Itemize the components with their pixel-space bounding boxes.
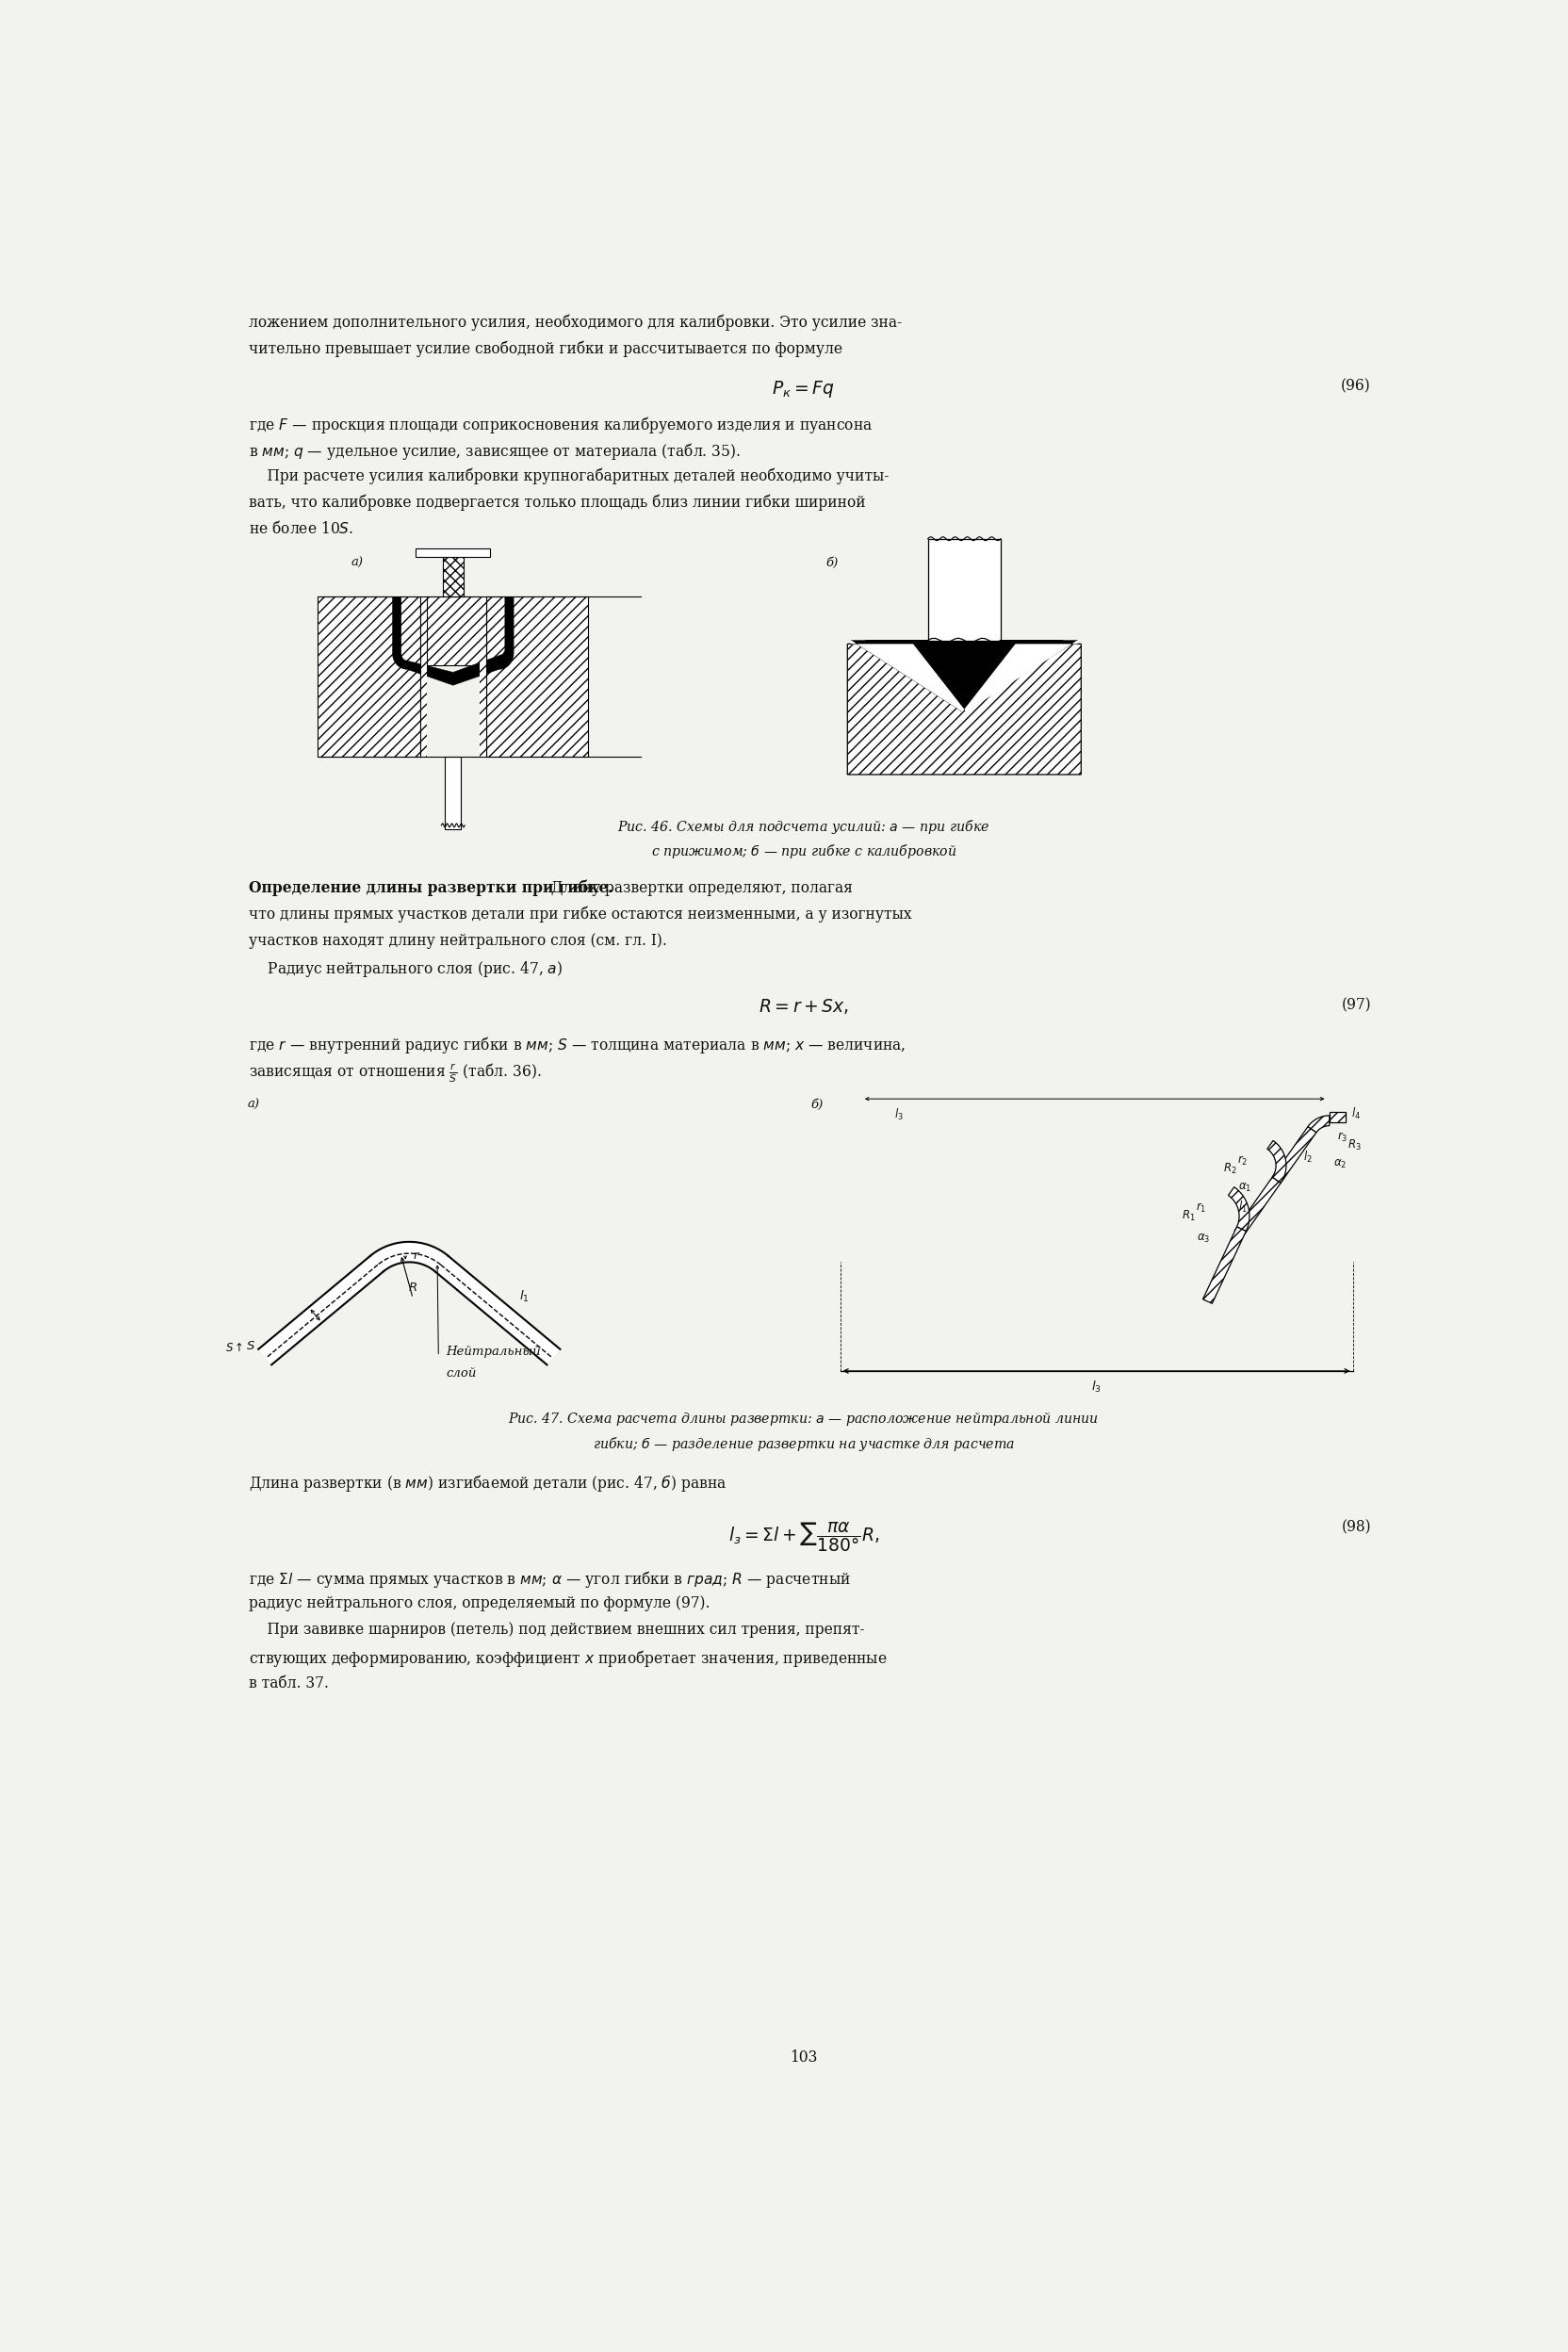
Polygon shape <box>851 640 1077 713</box>
Polygon shape <box>1330 1112 1345 1122</box>
Bar <box>445 757 461 828</box>
Text: $\alpha_3$: $\alpha_3$ <box>1196 1232 1210 1244</box>
Bar <box>318 597 420 757</box>
Text: ствующих деформированию, коэффициент $x$ приобретает значения, приведенные: ствующих деформированию, коэффициент $x$… <box>249 1649 887 1670</box>
Polygon shape <box>370 1242 448 1272</box>
Text: в табл. 37.: в табл. 37. <box>249 1675 329 1691</box>
Text: При расчете усилия калибровки крупногабаритных деталей необходимо учиты-: При расчете усилия калибровки крупногаба… <box>249 468 889 485</box>
Text: $r_3$: $r_3$ <box>1336 1131 1347 1143</box>
Text: Длину развертки определяют, полагая: Длину развертки определяют, полагая <box>547 880 853 896</box>
Text: Длина развертки (в $мм$) изгибаемой детали (рис. 47, $б$) равна: Длина развертки (в $мм$) изгибаемой дета… <box>249 1472 728 1494</box>
Text: зависящая от отношения $\frac{r}{S}$ (табл. 36).: зависящая от отношения $\frac{r}{S}$ (та… <box>249 1061 541 1084</box>
Text: $S\uparrow$: $S\uparrow$ <box>226 1343 243 1355</box>
Text: вать, что калибровке подвергается только площадь близ линии гибки шириной: вать, что калибровке подвергается только… <box>249 494 866 510</box>
Text: с прижимом; $б$ — при гибке с калибровкой: с прижимом; $б$ — при гибке с калибровко… <box>651 842 956 861</box>
Text: Нейтральный: Нейтральный <box>445 1345 541 1357</box>
Text: слой: слой <box>445 1367 477 1381</box>
Text: $r$: $r$ <box>412 1249 420 1263</box>
Text: $l_з = \Sigma l + \sum \dfrac{\pi\alpha}{180°} R,$: $l_з = \Sigma l + \sum \dfrac{\pi\alpha}… <box>728 1519 880 1552</box>
Text: а): а) <box>351 557 364 569</box>
Text: (96): (96) <box>1341 379 1370 395</box>
Text: $R_2$: $R_2$ <box>1223 1162 1237 1176</box>
Text: а): а) <box>248 1098 259 1110</box>
Polygon shape <box>1272 1127 1316 1183</box>
Text: $l_3$: $l_3$ <box>1091 1381 1102 1395</box>
Text: $l_3$: $l_3$ <box>894 1108 903 1122</box>
Text: 103: 103 <box>790 2049 817 2065</box>
Text: Радиус нейтрального слоя (рис. 47, $а$): Радиус нейтрального слоя (рис. 47, $а$) <box>249 960 563 978</box>
Text: ложением дополнительного усилия, необходимого для калибровки. Это усилие зна-: ложением дополнительного усилия, необход… <box>249 315 902 332</box>
Bar <box>420 597 426 757</box>
Text: $\alpha_1$: $\alpha_1$ <box>1239 1181 1251 1195</box>
Polygon shape <box>1228 1188 1250 1230</box>
Text: в $мм$; $q$ — удельное усилие, зависящее от материала (табл. 35).: в $мм$; $q$ — удельное усилие, зависящее… <box>249 442 740 461</box>
Text: $R = r + Sx,$: $R = r + Sx,$ <box>759 997 848 1016</box>
Polygon shape <box>851 640 964 713</box>
Bar <box>928 539 1000 640</box>
Text: участков находят длину нейтрального слоя (см. гл. I).: участков находят длину нейтрального слоя… <box>249 934 666 948</box>
Polygon shape <box>847 644 1080 774</box>
Polygon shape <box>1308 1115 1330 1134</box>
Polygon shape <box>1267 1141 1286 1183</box>
Text: гибки; $б$ — разделение развертки на участке для расчета: гибки; $б$ — разделение развертки на уча… <box>593 1435 1014 1454</box>
Text: $r_2$: $r_2$ <box>1237 1155 1248 1169</box>
Text: (97): (97) <box>1341 997 1370 1014</box>
Text: б): б) <box>811 1098 823 1110</box>
Text: $l_1$: $l_1$ <box>1239 1200 1248 1214</box>
Text: $\alpha_2$: $\alpha_2$ <box>1333 1157 1347 1169</box>
Text: что длины прямых участков детали при гибке остаются неизменными, а у изогнутых: что длины прямых участков детали при гиб… <box>249 906 911 922</box>
Bar <box>486 597 588 757</box>
Polygon shape <box>392 597 514 684</box>
Text: $R_3$: $R_3$ <box>1347 1138 1361 1152</box>
Text: $l_4$: $l_4$ <box>1352 1105 1361 1122</box>
Polygon shape <box>1203 1228 1247 1303</box>
Bar <box>480 597 486 757</box>
Bar <box>426 597 480 666</box>
Text: $S$: $S$ <box>246 1341 256 1352</box>
Text: Определение длины развертки при гибке.: Определение длины развертки при гибке. <box>249 880 613 896</box>
Text: (98): (98) <box>1341 1519 1370 1536</box>
Text: При завивке шарниров (петель) под действием внешних сил трения, препят-: При завивке шарниров (петель) под действ… <box>249 1623 864 1637</box>
Text: $r_1$: $r_1$ <box>1196 1202 1206 1216</box>
Text: где $r$ — внутренний радиус гибки в $мм$; $S$ — толщина материала в $мм$; $x$ — : где $r$ — внутренний радиус гибки в $мм$… <box>249 1035 906 1056</box>
Text: где $\Sigma l$ — сумма прямых участков в $мм$; $\alpha$ — угол гибки в $град$; $: где $\Sigma l$ — сумма прямых участков в… <box>249 1569 850 1590</box>
Text: Рис. 47. Схема расчета длины развертки: $а$ — расположение нейтральной линии: Рис. 47. Схема расчета длины развертки: … <box>508 1411 1099 1428</box>
Text: $R$: $R$ <box>408 1282 417 1294</box>
Text: не более 10$S$.: не более 10$S$. <box>249 520 353 539</box>
Text: радиус нейтрального слоя, определяемый по формуле (97).: радиус нейтрального слоя, определяемый п… <box>249 1595 710 1611</box>
Text: $R_1$: $R_1$ <box>1182 1209 1195 1223</box>
Text: $l_1$: $l_1$ <box>519 1289 528 1303</box>
Polygon shape <box>259 1256 384 1364</box>
Polygon shape <box>1234 1178 1281 1237</box>
Bar <box>416 548 491 557</box>
Text: б): б) <box>825 557 837 569</box>
Polygon shape <box>964 640 1077 713</box>
Text: где $F$ — проскция площади соприкосновения калибруемого изделия и пуансона: где $F$ — проскция площади соприкосновен… <box>249 414 873 435</box>
Polygon shape <box>434 1256 560 1364</box>
Text: $l_2$: $l_2$ <box>1303 1150 1312 1164</box>
Text: чительно превышает усилие свободной гибки и рассчитывается по формуле: чительно превышает усилие свободной гибк… <box>249 341 842 358</box>
Text: $P_к = Fq$: $P_к = Fq$ <box>771 379 836 400</box>
Bar <box>442 557 463 597</box>
Text: Рис. 46. Схемы для подсчета усилий: $а$ — при гибке: Рис. 46. Схемы для подсчета усилий: $а$ … <box>618 818 989 835</box>
